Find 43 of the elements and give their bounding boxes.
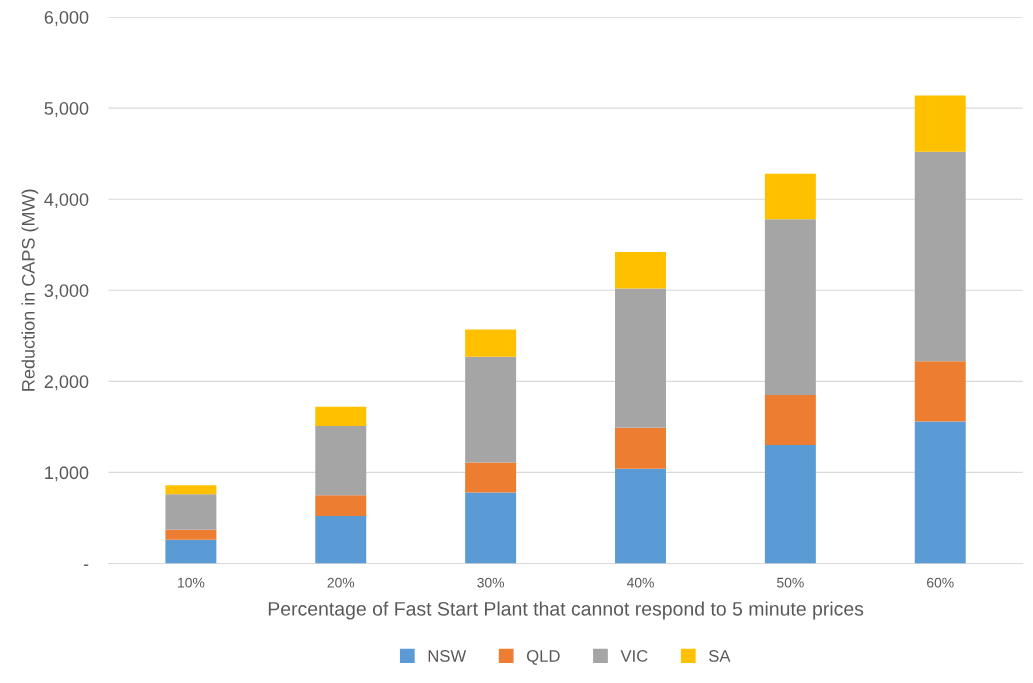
- bar: [315, 425, 367, 496]
- x-tick-label: 40%: [626, 577, 654, 588]
- legend-label: SA: [709, 650, 731, 662]
- bar: [315, 516, 367, 564]
- legend-label: VIC: [620, 650, 648, 662]
- y-tick-label: 6,000: [44, 11, 89, 26]
- y-tick-label: 4,000: [44, 193, 89, 209]
- x-tick-label: 50%: [777, 577, 804, 588]
- x-tick-label: 10%: [178, 577, 205, 588]
- y-tick-label: 2,000: [44, 375, 89, 391]
- x-tick-label: 60%: [927, 577, 954, 588]
- bar: [465, 329, 517, 357]
- bar: [615, 288, 666, 428]
- y-tick-label: 3,000: [44, 284, 89, 300]
- bar: [315, 406, 367, 426]
- bar: [165, 485, 217, 495]
- x-tick-label: 20%: [327, 577, 355, 588]
- bar: [615, 468, 666, 564]
- bar: [914, 151, 966, 362]
- bar: [764, 395, 816, 446]
- bar: [165, 529, 217, 540]
- bar: [315, 495, 367, 517]
- bar: [764, 173, 816, 220]
- bar: [914, 421, 966, 564]
- bar: [764, 219, 816, 395]
- bar: [465, 492, 517, 564]
- y-tick-label: 1,000: [45, 466, 89, 482]
- bar: [914, 361, 966, 422]
- bar: [615, 427, 666, 469]
- bar: [914, 95, 966, 152]
- bar: [465, 356, 517, 463]
- legend-label: NSW: [428, 650, 467, 662]
- y-tick-label: -: [83, 564, 89, 566]
- bar: [165, 494, 217, 530]
- x-tick-label: 30%: [477, 577, 505, 588]
- y-axis-title: Reduction in CAPS (MW): [21, 189, 39, 391]
- legend-label: QLD: [526, 650, 560, 665]
- bar: [465, 462, 517, 493]
- y-tick-label: 5,000: [44, 102, 89, 117]
- bar: [615, 252, 666, 289]
- x-axis-title: Percentage of Fast Start Plant that cannot respond to 5 minute prices: [268, 601, 864, 620]
- bar: [165, 539, 217, 564]
- bar: [764, 445, 816, 564]
